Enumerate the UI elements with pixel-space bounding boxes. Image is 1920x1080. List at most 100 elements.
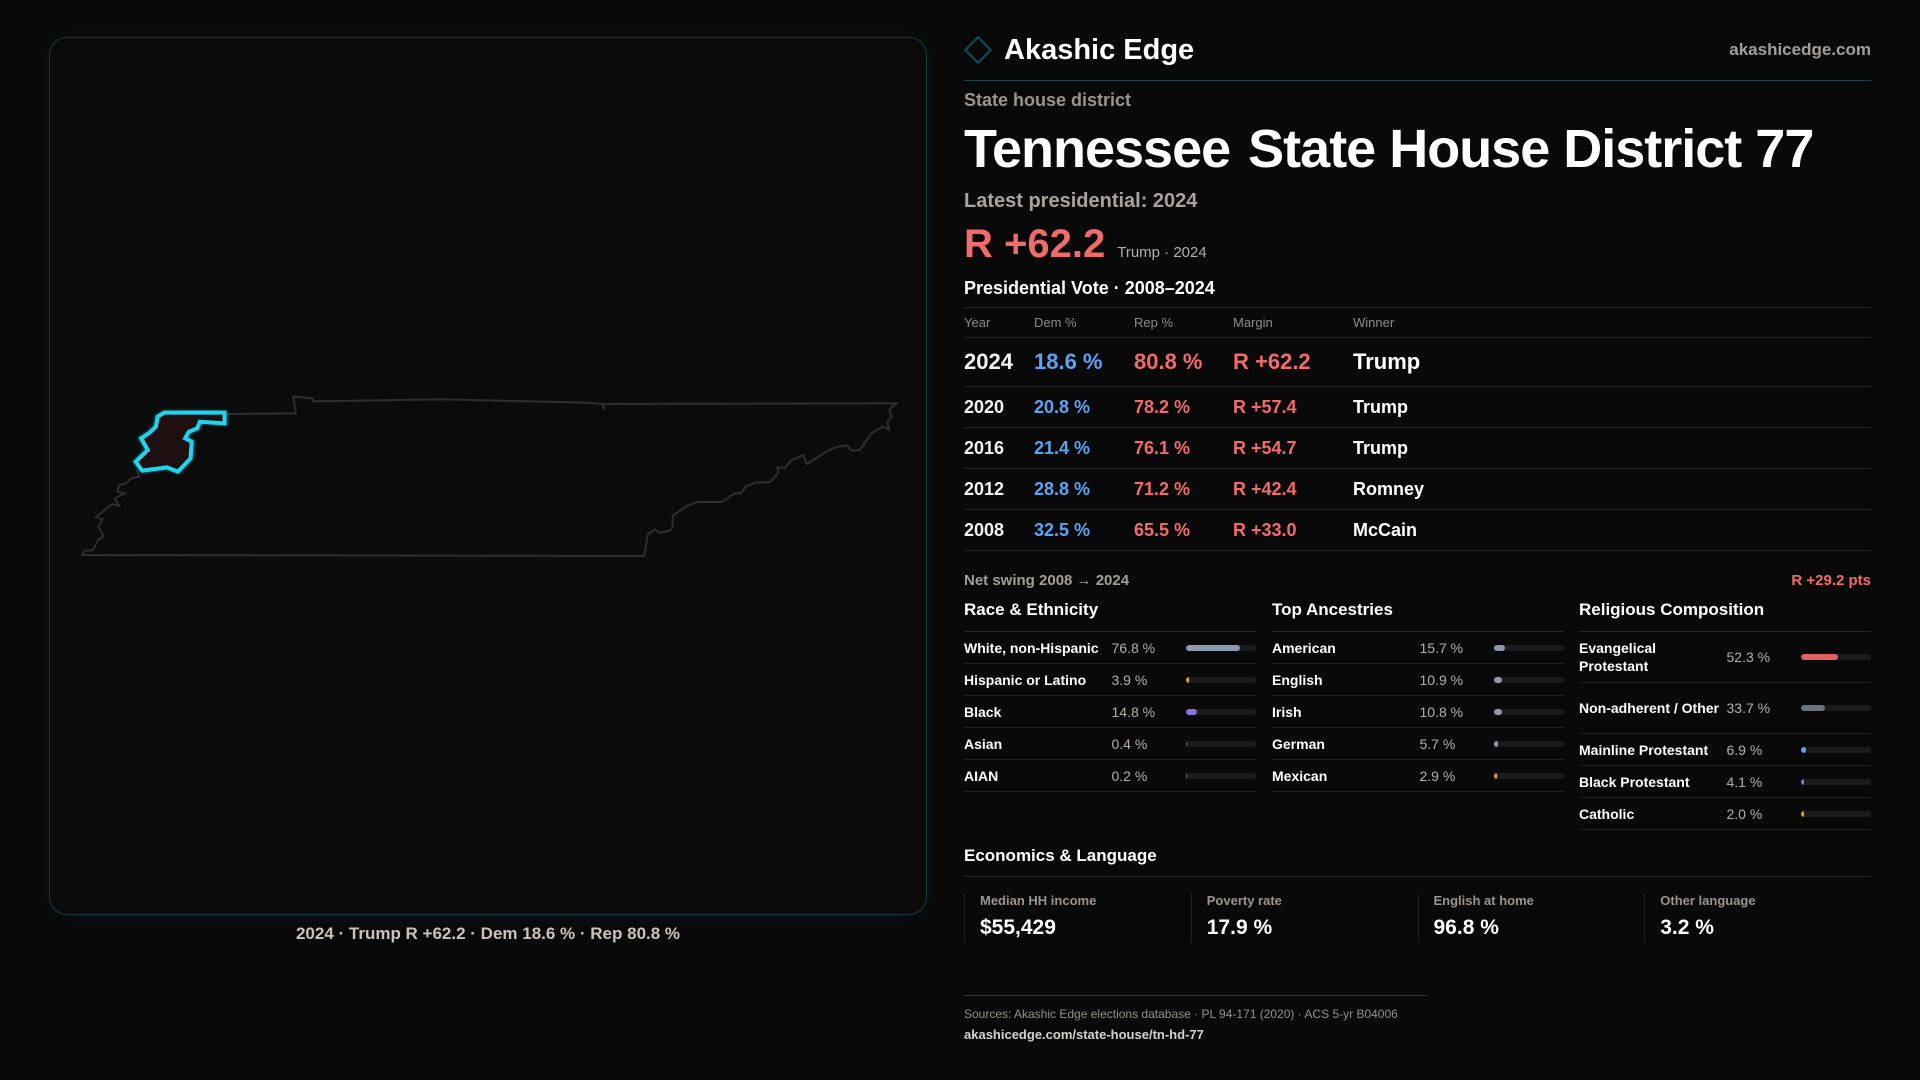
brand[interactable]: Akashic Edge xyxy=(963,32,1871,68)
latest-presidential: Latest presidential: 2024 xyxy=(964,190,1198,212)
page-url[interactable]: akashicedge.com/state-house/tn-hd-77 xyxy=(964,1027,1204,1042)
headline-margin: R +62.2 Trump · 2024 xyxy=(964,222,1871,267)
stat-bar-fill xyxy=(1494,676,1502,683)
stat-bar-fill xyxy=(1186,644,1240,651)
card-english-home: English at home 96.8 % xyxy=(1417,893,1645,943)
table-header: Year Dem % Rep % Margin Winner xyxy=(964,307,1871,337)
stat-label: Hispanic or Latino xyxy=(964,671,1087,688)
header-margin: Margin xyxy=(1233,315,1273,330)
stat-bar xyxy=(1801,746,1872,753)
religion-title: Religious Composition xyxy=(1579,600,1871,632)
stat-percent: 14.8 % xyxy=(1111,703,1156,720)
stat-bar-fill xyxy=(1801,654,1838,660)
ancestry-title: Top Ancestries xyxy=(1272,600,1564,632)
card-value: 96.8 % xyxy=(1433,916,1499,939)
stat-bar xyxy=(1186,708,1257,715)
map-caption: 2024 · Trump R +62.2 · Dem 18.6 % · Rep … xyxy=(295,924,681,943)
economics-divider xyxy=(964,876,1871,877)
net-swing-label: Net swing 2008 → 2024 xyxy=(964,572,1130,589)
table-end-divider xyxy=(964,550,1871,558)
stat-bar xyxy=(1494,708,1565,715)
stat-row: German 5.7 % xyxy=(1272,728,1565,760)
stat-percent: 10.9 % xyxy=(1419,671,1464,688)
stat-bar-fill xyxy=(1494,740,1499,747)
race-title: Race & Ethnicity xyxy=(964,600,1256,632)
stat-bar xyxy=(1801,654,1872,660)
stat-row: Asian 0.4 % xyxy=(964,728,1257,760)
stat-row: Mainline Protestant 6.9 % xyxy=(1579,734,1872,766)
header-dem: Dem % xyxy=(1034,315,1077,330)
sources: Sources: Akashic Edge elections database… xyxy=(964,1007,1398,1021)
cell-dem: 32.5 % xyxy=(1034,519,1091,540)
stat-row: AIAN 0.2 % xyxy=(964,760,1257,792)
stat-label: White, non-Hispanic xyxy=(964,639,1099,656)
cell-winner: Trump xyxy=(1353,437,1409,458)
cell-margin: R +42.4 xyxy=(1233,478,1297,499)
stat-bar-fill xyxy=(1801,746,1807,753)
card-median-income: Median HH income $55,429 xyxy=(964,893,1191,943)
stat-label: Black xyxy=(964,703,1002,720)
cell-winner: Trump xyxy=(1353,349,1421,374)
stat-bar xyxy=(1186,772,1257,779)
stat-percent: 5.7 % xyxy=(1419,735,1456,752)
site-link[interactable]: akashicedge.com xyxy=(1729,40,1871,59)
state-outline xyxy=(82,397,896,556)
stat-percent: 15.7 % xyxy=(1419,639,1464,656)
district-77-shape xyxy=(136,413,225,472)
stat-percent: 0.4 % xyxy=(1111,735,1148,752)
cell-year: 2008 xyxy=(964,519,1005,540)
cell-year: 2012 xyxy=(964,478,1005,499)
stat-bar xyxy=(1494,644,1565,651)
stat-percent: 3.9 % xyxy=(1111,671,1148,688)
net-swing-value: R +29.2 pts xyxy=(1791,572,1871,589)
cell-rep: 78.2 % xyxy=(1134,396,1191,417)
stat-bar-fill xyxy=(1801,705,1825,711)
stat-row: White, non-Hispanic 76.8 % xyxy=(964,632,1257,664)
stat-row: American 15.7 % xyxy=(1272,632,1565,664)
title-state: Tennessee xyxy=(964,119,1231,179)
map-panel xyxy=(49,37,927,915)
cell-year: 2024 xyxy=(964,349,1013,374)
card-value: 3.2 % xyxy=(1660,916,1714,939)
stat-percent: 76.8 % xyxy=(1111,639,1156,656)
cell-year: 2016 xyxy=(964,437,1005,458)
stat-label: Irish xyxy=(1272,703,1302,720)
stat-row: Hispanic or Latino 3.9 % xyxy=(964,664,1257,696)
cell-rep: 80.8 % xyxy=(1134,349,1203,374)
stat-percent: 10.8 % xyxy=(1419,703,1464,720)
stat-percent: 33.7 % xyxy=(1726,700,1771,716)
footer-divider xyxy=(964,995,1427,996)
stat-bar xyxy=(1801,705,1872,711)
header-year: Year xyxy=(964,315,991,330)
cell-margin: R +54.7 xyxy=(1233,437,1297,458)
stat-label: American xyxy=(1272,639,1336,656)
card-value: $55,429 xyxy=(980,916,1056,939)
district-type: State house district xyxy=(964,90,1132,110)
ancestry-section: Top Ancestries American 15.7 % English 10.9 … xyxy=(1272,600,1565,792)
margin-sub: Trump · 2024 xyxy=(1117,244,1207,261)
economics-cards: Median HH income $55,429 Poverty rate 17.9… xyxy=(964,893,1871,943)
table-row: 2012 28.8 % 71.2 % R +42.4 Romney xyxy=(964,468,1871,509)
stat-bar-fill xyxy=(1494,708,1502,715)
cell-winner: McCain xyxy=(1353,519,1418,540)
stat-label: Catholic xyxy=(1579,805,1635,822)
stat-label: Evangelical Protestant xyxy=(1579,640,1657,674)
stat-label: German xyxy=(1272,735,1325,752)
stat-bar xyxy=(1801,810,1872,817)
stat-percent: 52.3 % xyxy=(1726,649,1771,665)
stat-bar-fill xyxy=(1186,676,1190,683)
stat-percent: 2.0 % xyxy=(1726,805,1763,822)
card-label: English at home xyxy=(1433,893,1534,908)
cell-rep: 65.5 % xyxy=(1134,519,1191,540)
stat-bar-fill xyxy=(1186,708,1197,715)
cell-winner: Trump xyxy=(1353,396,1409,417)
stat-label: AIAN xyxy=(964,767,999,784)
stat-bar-fill xyxy=(1801,810,1805,817)
stat-row: Black Protestant 4.1 % xyxy=(1579,766,1872,798)
stat-bar xyxy=(1801,778,1872,785)
stat-percent: 6.9 % xyxy=(1726,741,1763,758)
stat-label: Asian xyxy=(964,735,1003,752)
district-map[interactable] xyxy=(60,380,920,580)
card-label: Poverty rate xyxy=(1206,893,1282,908)
stat-label: Black Protestant xyxy=(1579,773,1690,790)
